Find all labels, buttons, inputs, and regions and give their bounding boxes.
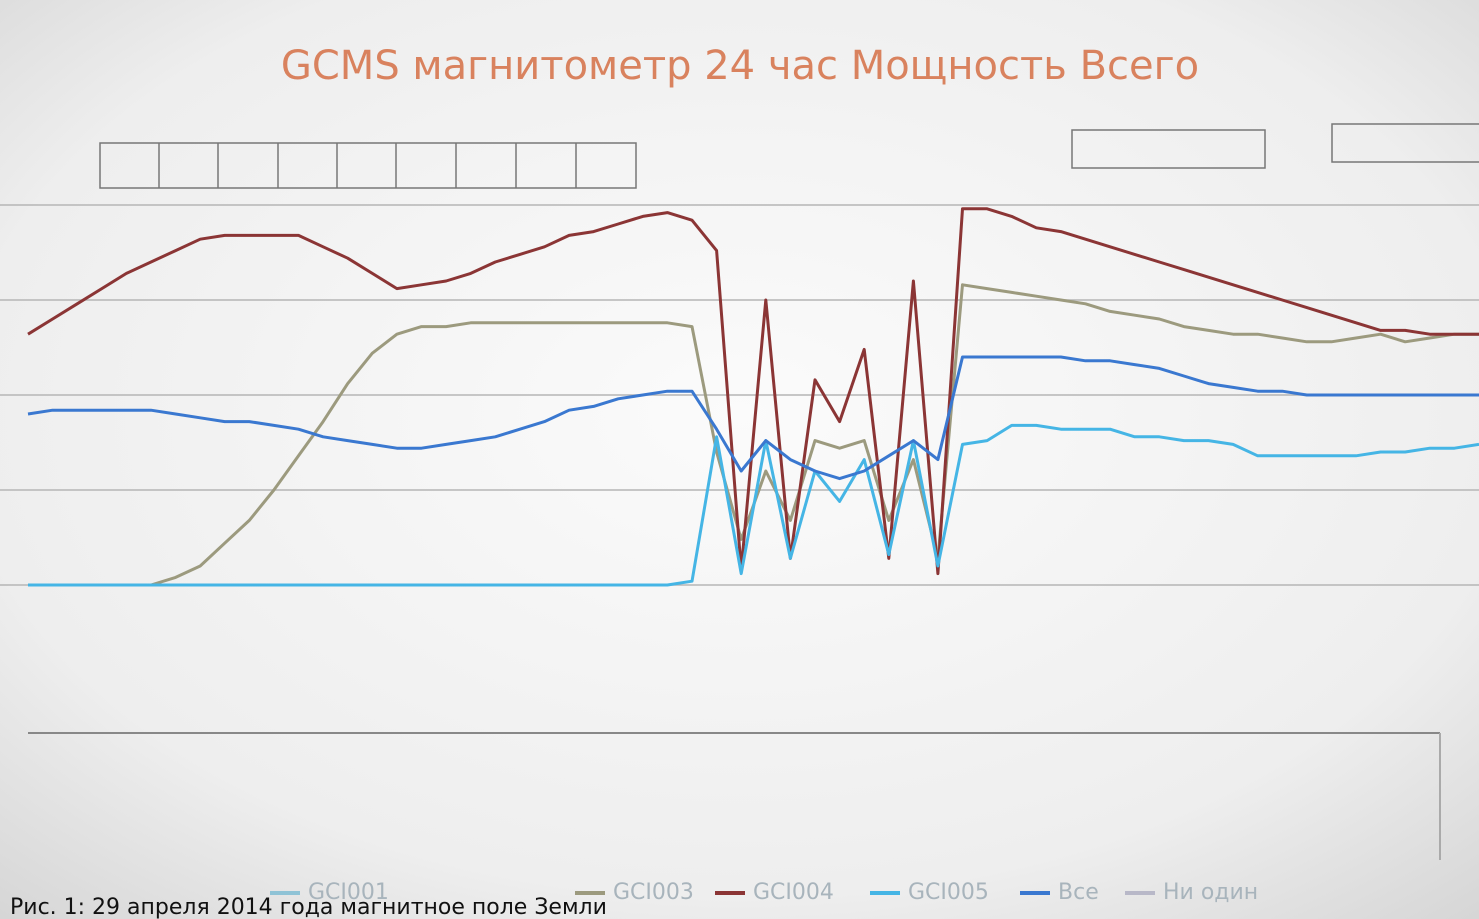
toolbar [99, 123, 1479, 189]
legend-label: Ни один [1163, 880, 1258, 905]
legend-label: Все [1058, 880, 1099, 905]
legend-label: GCI003 [613, 880, 694, 905]
series-line [28, 423, 1479, 587]
legend-label: GCI005 [908, 880, 989, 905]
caption: Рис. 1: 29 апреля 2014 года магнитное по… [10, 895, 607, 919]
series-line [27, 355, 1479, 481]
plot [0, 204, 1479, 587]
chart-title: GCMS магнитометр 24 час Мощность Всего [281, 43, 1199, 89]
series-line [27, 207, 1479, 576]
legend-label: GCI001 [308, 880, 389, 905]
legend-label: GCI004 [753, 880, 834, 905]
